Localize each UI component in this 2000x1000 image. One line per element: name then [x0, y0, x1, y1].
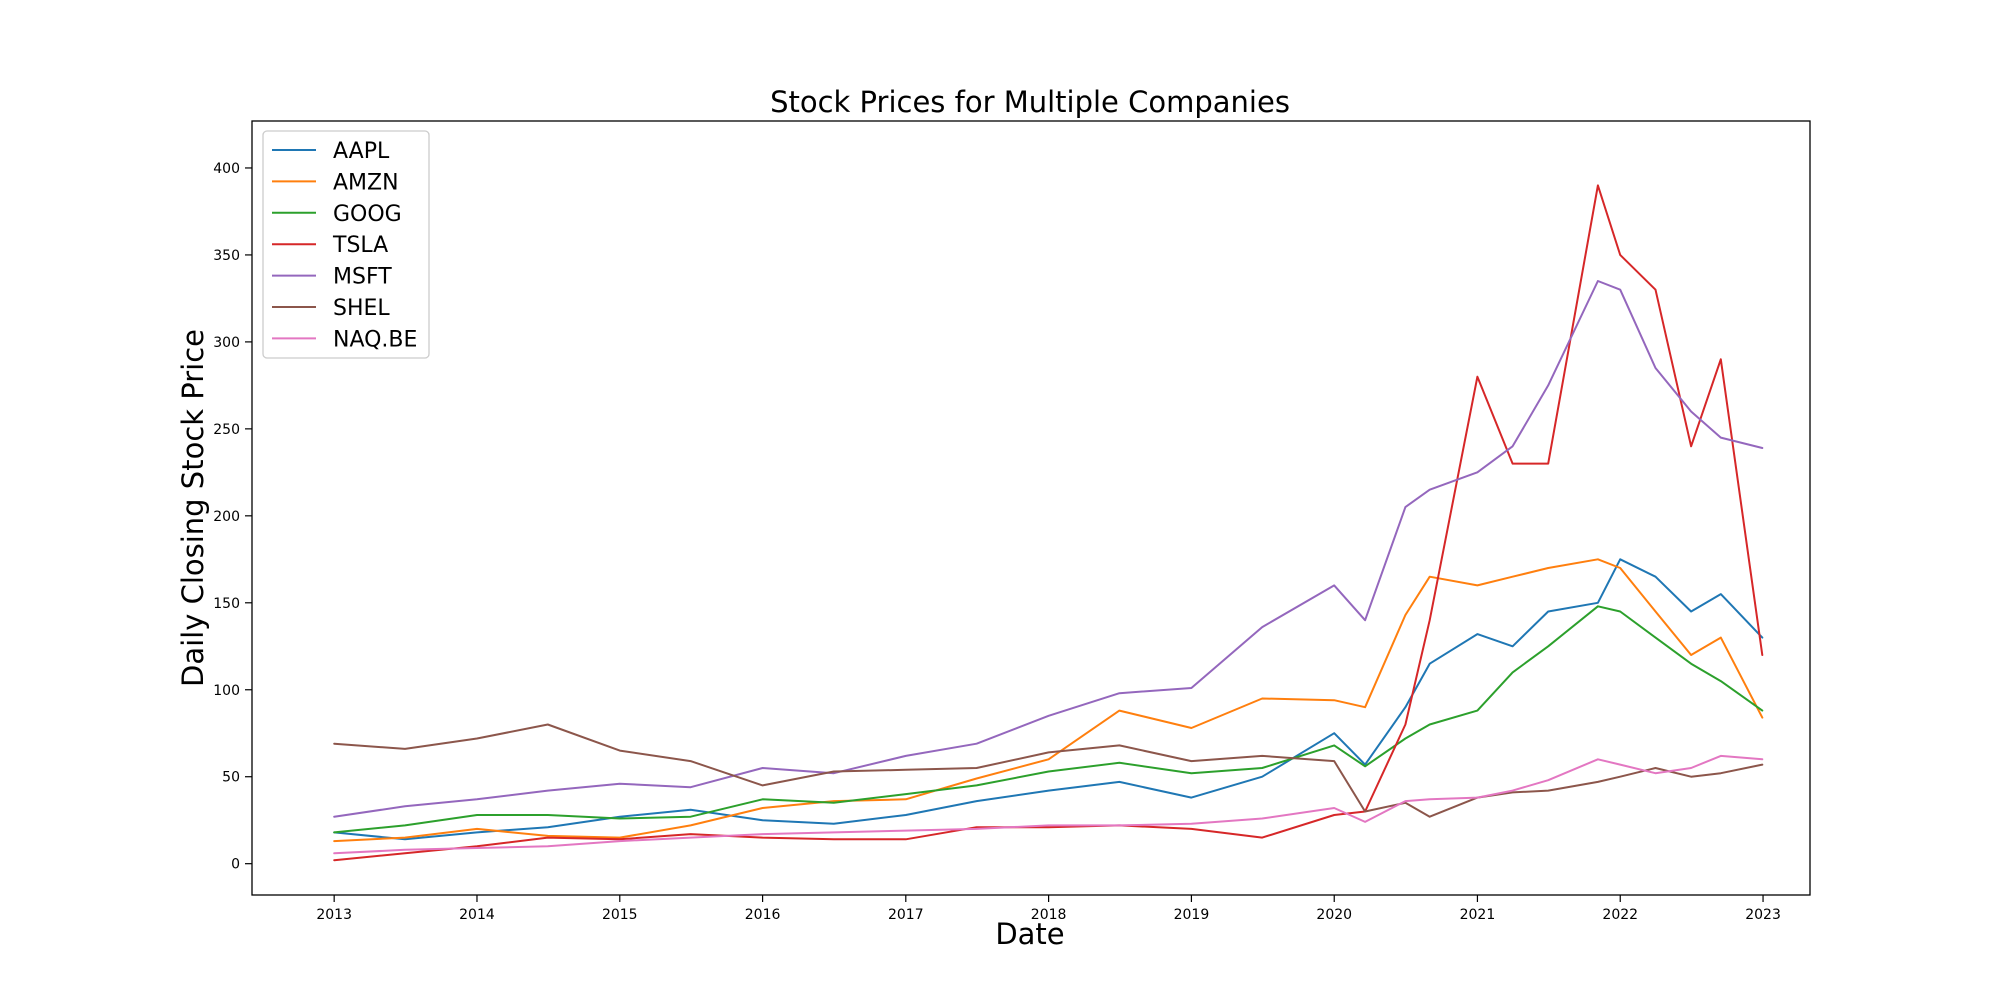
legend-label: MSFT [333, 265, 392, 290]
legend-label: NAQ.BE [333, 327, 417, 352]
series-line-tsla [333, 184, 1764, 862]
legend-label: GOOG [333, 202, 402, 227]
series-line-amzn [333, 558, 1764, 843]
y-tick-label: 50 [222, 770, 240, 786]
legend-label: AAPL [333, 139, 390, 164]
plot-frame [251, 120, 1811, 896]
x-tick-label: 2021 [1460, 907, 1496, 923]
x-tick-label: 2017 [888, 907, 924, 923]
legend: AAPL AMZN GOOG TSLA MSFT SHEL NAQ.BE [262, 130, 430, 359]
legend-label: SHEL [333, 296, 390, 321]
x-axis-label: Date [995, 917, 1064, 951]
y-axis-label: Daily Closing Stock Price [176, 329, 210, 687]
y-tick-label: 100 [213, 683, 240, 699]
series-line-aapl [333, 558, 1764, 841]
y-tick-label: 250 [213, 422, 240, 438]
y-tick-label: 350 [213, 248, 240, 264]
x-tick-label: 2016 [745, 907, 781, 923]
plot-series-group [333, 184, 1764, 862]
x-tick-label: 2013 [316, 907, 352, 923]
x-tick-label: 2020 [1316, 907, 1352, 923]
x-tick-label: 2019 [1174, 907, 1210, 923]
y-tick-label: 400 [213, 161, 240, 177]
y-tick-label: 150 [213, 596, 240, 612]
x-tick-label: 2018 [1031, 907, 1067, 923]
x-tick-label: 2022 [1602, 907, 1638, 923]
chart-title: Stock Prices for Multiple Companies [770, 85, 1290, 119]
y-axis: 0 50 100 150 200 250 300 350 400 [213, 161, 252, 873]
y-tick-label: 300 [213, 335, 240, 351]
y-tick-label: 200 [213, 509, 240, 525]
legend-label: TSLA [332, 233, 388, 258]
y-tick-label: 0 [231, 857, 240, 873]
series-line-goog [333, 605, 1764, 834]
series-line-shel [333, 723, 1764, 818]
x-axis: 2013 2014 2015 2016 2017 2018 2019 2020 2021 2022… [316, 895, 1781, 923]
legend-label: AMZN [333, 170, 399, 195]
series-line-naq-be [333, 754, 1764, 855]
series-line-msft [333, 280, 1764, 818]
legend-box [262, 130, 430, 359]
x-tick-label: 2023 [1745, 907, 1781, 923]
x-tick-label: 2014 [459, 907, 495, 923]
x-tick-label: 2015 [602, 907, 638, 923]
